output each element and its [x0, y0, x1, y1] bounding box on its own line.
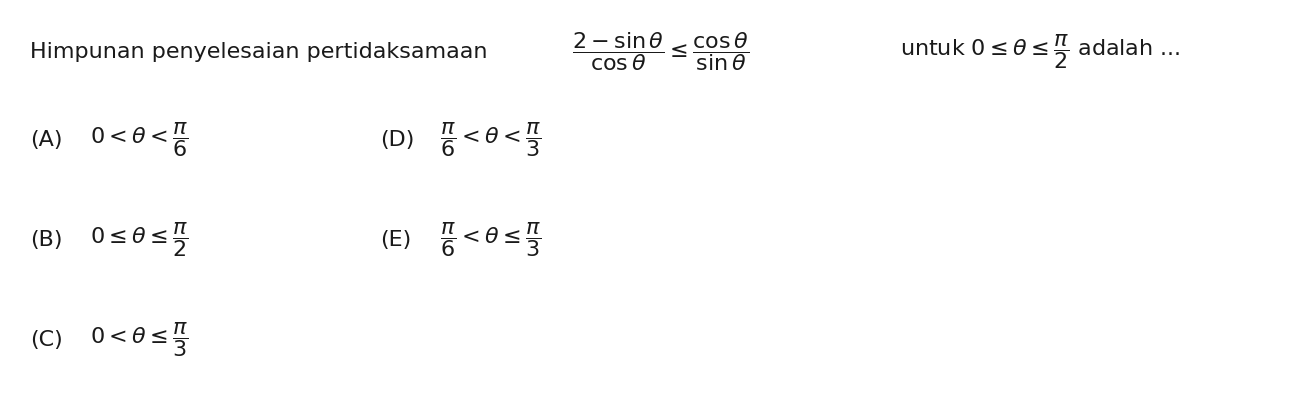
Text: (E): (E): [380, 230, 412, 250]
Text: $\dfrac{\pi}{6} < \theta \leq \dfrac{\pi}{3}$: $\dfrac{\pi}{6} < \theta \leq \dfrac{\pi…: [441, 220, 542, 260]
Text: (A): (A): [30, 130, 63, 150]
Text: $\dfrac{2-\sin\theta}{\cos\theta} \leq \dfrac{\cos\theta}{\sin\theta}$: $\dfrac{2-\sin\theta}{\cos\theta} \leq \…: [572, 31, 750, 74]
Text: (D): (D): [380, 130, 414, 150]
Text: $0 < \theta < \dfrac{\pi}{6}$: $0 < \theta < \dfrac{\pi}{6}$: [89, 121, 188, 160]
Text: $\dfrac{\pi}{6} < \theta < \dfrac{\pi}{3}$: $\dfrac{\pi}{6} < \theta < \dfrac{\pi}{3…: [441, 121, 542, 160]
Text: $0 \leq \theta \leq \dfrac{\pi}{2}$: $0 \leq \theta \leq \dfrac{\pi}{2}$: [89, 220, 188, 260]
Text: (B): (B): [30, 230, 63, 250]
Text: (C): (C): [30, 330, 63, 350]
Text: Himpunan penyelesaian pertidaksamaan: Himpunan penyelesaian pertidaksamaan: [30, 42, 488, 62]
Text: $0 < \theta \leq \dfrac{\pi}{3}$: $0 < \theta \leq \dfrac{\pi}{3}$: [89, 320, 188, 360]
Text: untuk $0 \leq \theta \leq \dfrac{\pi}{2}$ adalah ...: untuk $0 \leq \theta \leq \dfrac{\pi}{2}…: [899, 32, 1181, 71]
